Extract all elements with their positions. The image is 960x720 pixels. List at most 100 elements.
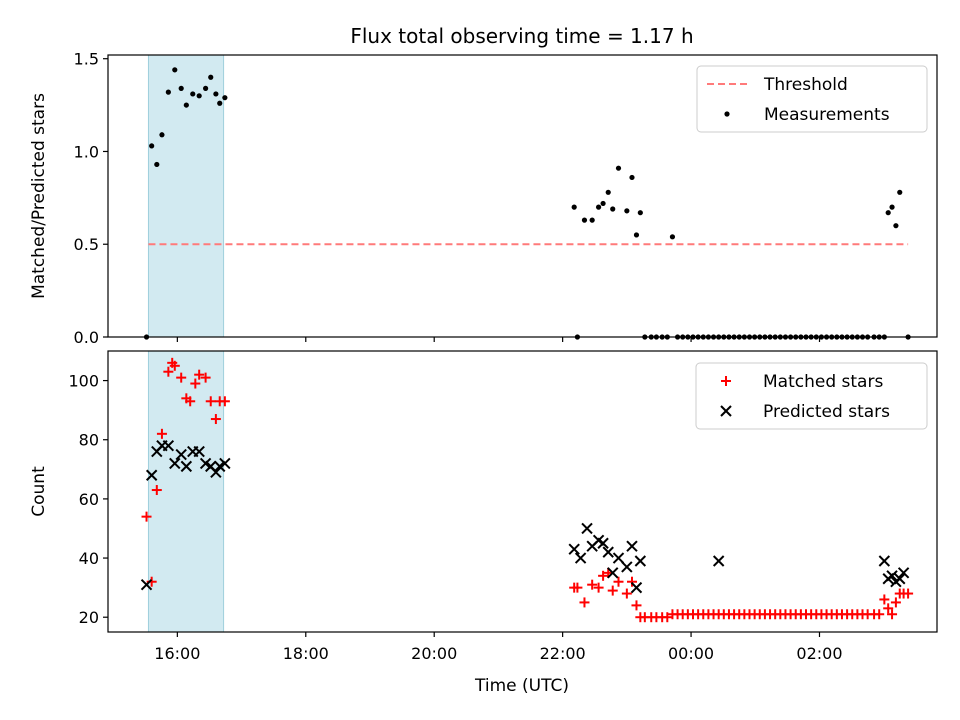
- measurement-point: [637, 210, 643, 216]
- measurement-point: [615, 165, 622, 171]
- matched-point: [176, 372, 187, 383]
- x-b: [568, 543, 580, 555]
- y-axis-label: Matched/Predicted stars: [29, 93, 49, 299]
- x-b: [140, 578, 153, 591]
- predicted-point: [720, 405, 732, 417]
- matched-point: [194, 369, 205, 380]
- measurement-point: [893, 223, 899, 229]
- matched-point: [874, 609, 885, 620]
- bottom-panel-count: 20 40 60 80 100 16:00 18:00 20:00 22:00 00:00 02:0…: [29, 350, 938, 663]
- measurement-point: [203, 85, 209, 91]
- x-b: [162, 439, 175, 452]
- observing-window-span: [147, 350, 225, 633]
- x-tick-label: 16:00: [154, 644, 200, 663]
- measurement-point: [605, 189, 611, 195]
- x-b: [634, 555, 647, 567]
- measurement-point: [724, 111, 730, 117]
- y-tick-label: 0.0: [74, 328, 99, 347]
- legend-label: Predicted stars: [763, 402, 890, 422]
- x-b: [886, 570, 898, 582]
- predicted-point: [140, 578, 153, 591]
- predicted-point: [199, 457, 212, 470]
- top-panel-ratio: 0.0 0.5 1.0 1.5 Matched/Predicted stars Thres…: [29, 50, 938, 347]
- predicted-point: [607, 567, 619, 579]
- matched-point: [163, 366, 174, 377]
- matched-point: [621, 588, 632, 599]
- measurement-point: [571, 204, 577, 210]
- matched-point: [887, 609, 898, 620]
- x-b: [214, 460, 226, 473]
- x-b: [607, 567, 619, 579]
- measurement-point: [889, 204, 895, 210]
- matched-point: [156, 428, 167, 439]
- measurement-point: [629, 174, 635, 181]
- measurement-point: [885, 210, 891, 216]
- matched-point: [579, 597, 590, 608]
- chart-title: Flux total observing time = 1.17 h: [350, 24, 693, 48]
- measurement-point: [213, 91, 219, 97]
- x-tick-label: 02:00: [796, 644, 842, 663]
- measurement-point: [172, 67, 178, 73]
- measurement-point: [633, 232, 640, 238]
- x-b: [199, 457, 212, 470]
- matched-point: [631, 600, 642, 611]
- predicted-point: [886, 570, 898, 582]
- x-b: [205, 460, 217, 473]
- predicted-point: [894, 573, 906, 585]
- y-tick-label: 20: [79, 608, 99, 627]
- x-b: [630, 581, 643, 594]
- x-b: [720, 405, 732, 417]
- matched-point: [205, 396, 216, 407]
- x-b: [712, 555, 725, 567]
- series-matched-stars: [141, 357, 914, 623]
- x-b: [175, 448, 187, 461]
- measurement-point: [149, 143, 155, 149]
- predicted-point: [219, 457, 231, 470]
- predicted-point: [621, 561, 633, 573]
- matched-point: [169, 360, 180, 371]
- x-axis-label: Time (UTC): [474, 676, 569, 696]
- predicted-point: [214, 460, 226, 473]
- measurement-point: [897, 189, 903, 195]
- predicted-point: [712, 555, 725, 567]
- x-b: [193, 445, 205, 458]
- y-tick-label: 1.0: [74, 142, 99, 161]
- x-b: [621, 561, 633, 573]
- predicted-point: [169, 457, 181, 470]
- legend-label: Threshold: [763, 75, 848, 95]
- legend-label: Matched stars: [763, 372, 883, 392]
- legend: Matched stars Predicted stars: [695, 362, 928, 430]
- matched-point: [662, 612, 673, 623]
- x-tick-label: 20:00: [411, 644, 457, 663]
- matched-point: [607, 585, 618, 596]
- measurement-point: [165, 89, 171, 95]
- measurement-point: [600, 200, 606, 207]
- matched-point: [721, 376, 731, 386]
- matched-point: [200, 372, 211, 383]
- x-b: [878, 555, 891, 567]
- predicted-point: [626, 540, 638, 552]
- series-predicted-stars: [140, 439, 910, 594]
- x-b: [219, 457, 231, 470]
- measurement-point: [669, 234, 676, 240]
- measurement-point: [624, 208, 630, 214]
- measurement-point: [589, 217, 595, 223]
- y-tick-label: 0.5: [74, 235, 99, 254]
- matched-point: [572, 582, 583, 593]
- predicted-point: [581, 522, 593, 535]
- x-b: [597, 537, 609, 549]
- measurement-point: [154, 161, 160, 168]
- x-tick-label: 00:00: [668, 644, 714, 663]
- matched-point: [587, 579, 598, 590]
- predicted-point: [210, 466, 222, 478]
- matched-point: [151, 485, 162, 496]
- x-b: [180, 460, 193, 473]
- observing-window-span: [147, 54, 225, 338]
- matched-point: [219, 396, 230, 407]
- y-tick-label: 40: [79, 549, 99, 568]
- measurement-point: [183, 102, 189, 108]
- y-axis-label: Count: [29, 466, 49, 517]
- y-tick-label: 1.5: [74, 50, 99, 69]
- legend-label: Measurements: [764, 105, 890, 125]
